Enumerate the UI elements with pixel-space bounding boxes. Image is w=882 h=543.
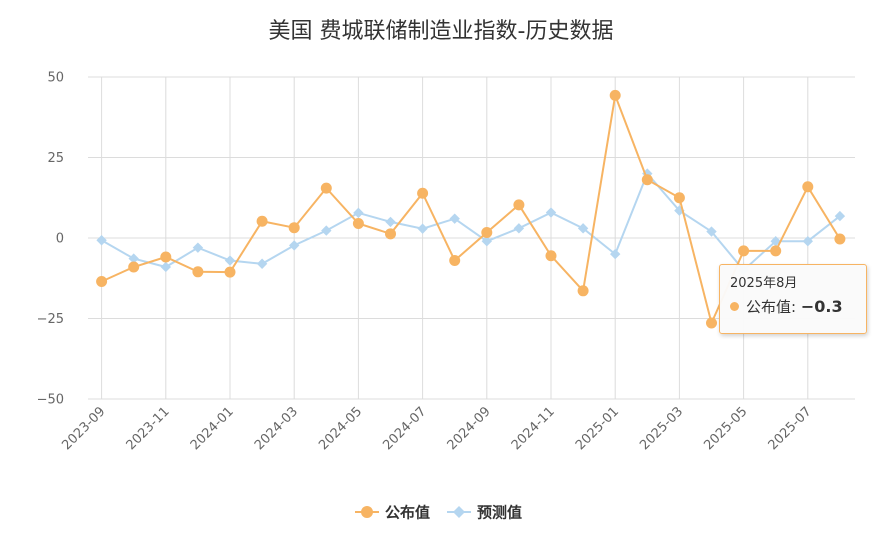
data-point[interactable] bbox=[481, 227, 493, 239]
data-point[interactable] bbox=[160, 261, 171, 273]
x-tick-label: 2024-01 bbox=[188, 404, 237, 453]
y-tick-label: 25 bbox=[47, 151, 64, 166]
data-tooltip: 2025年8月 公布值: −0.3 bbox=[719, 264, 867, 334]
data-point[interactable] bbox=[160, 251, 172, 263]
data-point[interactable] bbox=[449, 255, 461, 267]
legend-label: 预测值 bbox=[477, 504, 522, 522]
data-point[interactable] bbox=[385, 228, 396, 240]
x-tick-label: 2025-03 bbox=[637, 404, 686, 453]
y-tick-label: −25 bbox=[37, 312, 64, 327]
y-tick-label: 50 bbox=[47, 71, 64, 86]
x-tick-label: 2025-01 bbox=[573, 404, 622, 453]
y-tick-label: 0 bbox=[56, 232, 64, 247]
data-point[interactable] bbox=[128, 253, 139, 264]
data-point[interactable] bbox=[706, 226, 717, 237]
data-point[interactable] bbox=[545, 250, 557, 262]
data-point[interactable] bbox=[96, 235, 107, 246]
tooltip-series-dot bbox=[730, 302, 739, 311]
data-point[interactable] bbox=[642, 168, 653, 179]
legend-marker bbox=[453, 506, 465, 518]
data-point[interactable] bbox=[706, 317, 717, 329]
x-tick-label: 2024-03 bbox=[252, 404, 301, 453]
data-point[interactable] bbox=[802, 236, 813, 247]
x-tick-label: 2024-07 bbox=[380, 404, 429, 453]
data-point[interactable] bbox=[545, 207, 557, 218]
tooltip-row: 公布值: −0.3 bbox=[730, 295, 856, 319]
x-tick-label: 2024-11 bbox=[509, 404, 558, 453]
data-point[interactable] bbox=[256, 215, 268, 227]
data-point[interactable] bbox=[352, 218, 364, 230]
x-axis: 2023-09 2023-11 2024-01 2024-03 2024-05 2024-… bbox=[59, 404, 814, 453]
data-point[interactable] bbox=[609, 89, 621, 101]
data-point[interactable] bbox=[417, 223, 428, 234]
data-point[interactable] bbox=[256, 258, 268, 269]
data-point[interactable] bbox=[449, 213, 460, 224]
data-point[interactable] bbox=[610, 248, 621, 260]
data-point[interactable] bbox=[802, 181, 814, 193]
data-point[interactable] bbox=[577, 223, 589, 234]
series-forecast bbox=[96, 168, 846, 276]
data-point[interactable] bbox=[481, 236, 492, 247]
data-point[interactable] bbox=[192, 242, 204, 253]
data-point[interactable] bbox=[513, 199, 525, 211]
data-point[interactable] bbox=[673, 192, 685, 204]
data-point[interactable] bbox=[288, 222, 300, 234]
chart-title: 美国 费城联储制造业指数-历史数据 bbox=[269, 19, 614, 44]
data-point[interactable] bbox=[385, 216, 396, 228]
legend-marker bbox=[361, 506, 373, 518]
x-tick-label: 2024-05 bbox=[316, 404, 365, 453]
data-point[interactable] bbox=[834, 210, 846, 222]
data-point[interactable] bbox=[128, 261, 140, 273]
x-tick-label: 2024-09 bbox=[445, 404, 494, 453]
series-line bbox=[101, 171, 841, 272]
grid-lines bbox=[88, 76, 855, 400]
data-point[interactable] bbox=[96, 275, 108, 287]
data-point[interactable] bbox=[770, 245, 782, 257]
data-point[interactable] bbox=[192, 266, 204, 278]
data-point[interactable] bbox=[224, 266, 236, 278]
series-published bbox=[96, 89, 846, 329]
legend-item[interactable]: 预测值 bbox=[447, 504, 522, 522]
y-axis: 50 25 0 −25 −50 bbox=[37, 71, 64, 408]
data-point[interactable] bbox=[224, 255, 236, 266]
legend-item[interactable]: 公布值 bbox=[355, 504, 430, 522]
data-point[interactable] bbox=[321, 225, 332, 236]
data-point[interactable] bbox=[320, 182, 332, 194]
data-point[interactable] bbox=[834, 233, 846, 245]
data-point[interactable] bbox=[770, 236, 781, 247]
data-point[interactable] bbox=[417, 187, 429, 199]
x-tick-label: 2023-09 bbox=[59, 404, 108, 453]
tooltip-value: −0.3 bbox=[800, 297, 843, 316]
tooltip-series-label: 公布值: bbox=[746, 298, 797, 316]
x-tick-label: 2025-07 bbox=[766, 404, 815, 453]
data-point[interactable] bbox=[738, 245, 750, 257]
series-layer bbox=[96, 89, 846, 329]
data-point[interactable] bbox=[577, 285, 589, 297]
data-point[interactable] bbox=[641, 174, 653, 186]
legend[interactable]: 公布值 预测值 bbox=[355, 504, 522, 522]
tooltip-date: 2025年8月 bbox=[730, 276, 798, 291]
data-point[interactable] bbox=[353, 207, 364, 219]
x-tick-label: 2025-05 bbox=[701, 404, 750, 453]
y-tick-label: −50 bbox=[37, 393, 64, 408]
legend-label: 公布值 bbox=[385, 504, 430, 522]
data-point[interactable] bbox=[289, 240, 300, 251]
data-point[interactable] bbox=[513, 223, 525, 234]
x-tick-label: 2023-11 bbox=[124, 404, 173, 453]
